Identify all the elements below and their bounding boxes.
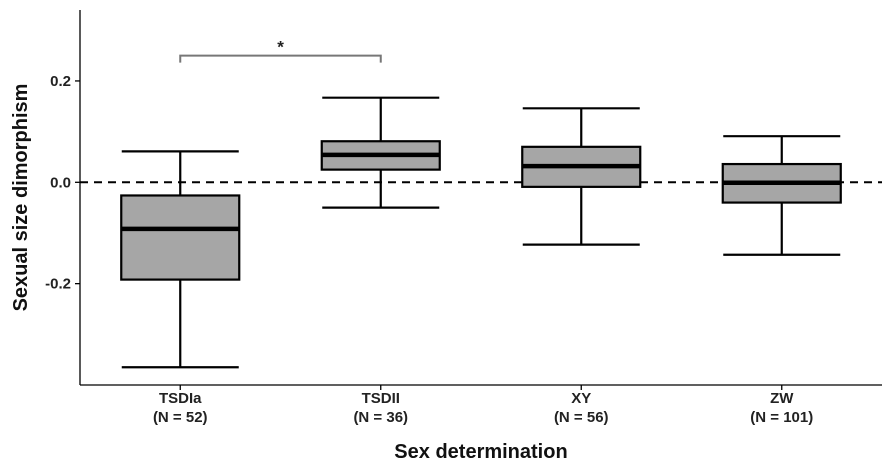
x-tick-sample-size: (N = 36) bbox=[353, 409, 408, 426]
box-group-zw bbox=[721, 135, 842, 256]
y-axis-title: Sexual size dimorphism bbox=[10, 84, 32, 312]
box-group-tsdii bbox=[320, 96, 441, 209]
x-tick-label: XY bbox=[571, 390, 591, 407]
y-tick-label: -0.2 bbox=[45, 276, 71, 293]
x-tick-sample-size: (N = 56) bbox=[554, 409, 609, 426]
iqr-box bbox=[120, 194, 241, 281]
box-group-xy bbox=[521, 107, 642, 246]
x-tick-sample-size: (N = 52) bbox=[153, 409, 208, 426]
y-tick-label: 0.2 bbox=[50, 73, 71, 90]
significance-bracket bbox=[179, 54, 382, 63]
x-tick-label: ZW bbox=[770, 390, 794, 407]
significance-marker: * bbox=[277, 38, 284, 57]
x-axis-title: Sex determination bbox=[394, 441, 567, 463]
box-group-tsdia bbox=[120, 150, 241, 369]
x-tick-label: TSDIa bbox=[159, 390, 202, 407]
x-tick-label: TSDII bbox=[362, 390, 400, 407]
x-tick-sample-size: (N = 101) bbox=[750, 409, 813, 426]
y-tick-label: 0.0 bbox=[50, 174, 71, 191]
